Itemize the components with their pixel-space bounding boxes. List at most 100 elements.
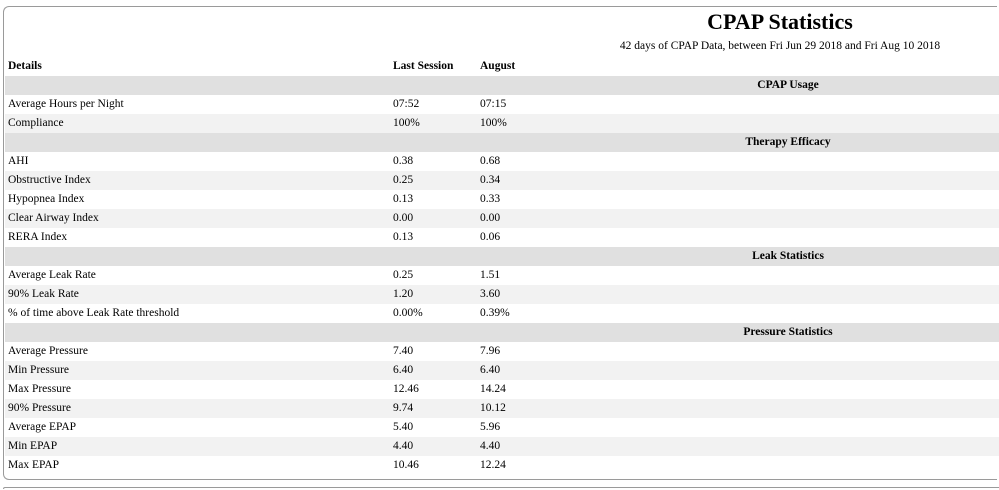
row-spacer (577, 190, 999, 209)
row-label: % of time above Leak Rate threshold (5, 304, 390, 323)
last-session-value: 9.74 (390, 399, 477, 418)
table-row: Min EPAP 4.40 4.40 (5, 437, 999, 456)
month-value: 4.40 (477, 437, 577, 456)
last-session-value: 5.40 (390, 418, 477, 437)
last-session-value: 1.20 (390, 285, 477, 304)
month-value: 10.12 (477, 399, 577, 418)
row-spacer (577, 209, 999, 228)
row-label: Hypopnea Index (5, 190, 390, 209)
month-value: 14.24 (477, 380, 577, 399)
table-row: Average Hours per Night 07:52 07:15 (5, 95, 999, 114)
row-label: Min Pressure (5, 361, 390, 380)
page-title: CPAP Statistics (707, 9, 853, 34)
month-value: 12.24 (477, 456, 577, 475)
table-row: Average Pressure 7.40 7.96 (5, 342, 999, 361)
row-label: Obstructive Index (5, 171, 390, 190)
last-session-value: 0.00 (390, 209, 477, 228)
section-header-row: Therapy Efficacy (5, 133, 999, 152)
section-title: Therapy Efficacy (577, 133, 999, 152)
section-title: CPAP Usage (577, 76, 999, 95)
table-row: RERA Index 0.13 0.06 (5, 228, 999, 247)
last-session-value: 7.40 (390, 342, 477, 361)
last-session-value: 0.00% (390, 304, 477, 323)
row-label: Average Leak Rate (5, 266, 390, 285)
table-row: AHI 0.38 0.68 (5, 152, 999, 171)
section-title: Leak Statistics (577, 247, 999, 266)
table-row: Clear Airway Index 0.00 0.00 (5, 209, 999, 228)
header-last-session: Last Session (393, 60, 454, 72)
section-header-row: Leak Statistics (5, 247, 999, 266)
last-session-value: 07:52 (390, 95, 477, 114)
row-spacer (577, 380, 999, 399)
table-row: Hypopnea Index 0.13 0.33 (5, 190, 999, 209)
last-session-value: 12.46 (390, 380, 477, 399)
row-spacer (577, 361, 999, 380)
month-value: 0.68 (477, 152, 577, 171)
section-header-row: Pressure Statistics (5, 323, 999, 342)
last-session-value: 100% (390, 114, 477, 133)
header-month: August (480, 60, 516, 72)
date-range-subtitle: 42 days of CPAP Data, between Fri Jun 29… (619, 40, 941, 52)
row-spacer (577, 285, 999, 304)
month-value: 0.33 (477, 190, 577, 209)
statistics-table: Details Last Session August CPAP Usage Av… (5, 57, 999, 475)
section-band (5, 247, 577, 266)
section-band (5, 133, 577, 152)
last-session-value: 6.40 (390, 361, 477, 380)
table-header-row: Details Last Session August (5, 57, 999, 76)
row-label: Average Pressure (5, 342, 390, 361)
section-band (5, 323, 577, 342)
row-label: AHI (5, 152, 390, 171)
table-row: Obstructive Index 0.25 0.34 (5, 171, 999, 190)
section-title: Pressure Statistics (577, 323, 999, 342)
last-session-value: 0.13 (390, 228, 477, 247)
row-label: Max Pressure (5, 380, 390, 399)
section-header-row: CPAP Usage (5, 76, 999, 95)
month-value: 5.96 (477, 418, 577, 437)
row-label: Average EPAP (5, 418, 390, 437)
month-value: 07:15 (477, 95, 577, 114)
table-row: Min Pressure 6.40 6.40 (5, 361, 999, 380)
row-label: 90% Leak Rate (5, 285, 390, 304)
month-value: 0.06 (477, 228, 577, 247)
divider (3, 487, 999, 489)
header-spacer (577, 57, 999, 76)
table-row: Max EPAP 10.46 12.24 (5, 456, 999, 475)
row-label: Clear Airway Index (5, 209, 390, 228)
month-value: 100% (477, 114, 577, 133)
row-label: Max EPAP (5, 456, 390, 475)
month-value: 3.60 (477, 285, 577, 304)
row-label: Compliance (5, 114, 390, 133)
row-spacer (577, 228, 999, 247)
table-body: CPAP Usage Average Hours per Night 07:52 07… (5, 76, 999, 475)
month-value: 7.96 (477, 342, 577, 361)
table-row: 90% Leak Rate 1.20 3.60 (5, 285, 999, 304)
table-row: % of time above Leak Rate threshold 0.00%… (5, 304, 999, 323)
row-spacer (577, 171, 999, 190)
month-value: 6.40 (477, 361, 577, 380)
table-row: Max Pressure 12.46 14.24 (5, 380, 999, 399)
row-spacer (577, 152, 999, 171)
row-label: RERA Index (5, 228, 390, 247)
last-session-value: 0.38 (390, 152, 477, 171)
header-details: Details (8, 60, 42, 72)
table-row: Average EPAP 5.40 5.96 (5, 418, 999, 437)
last-session-value: 0.25 (390, 171, 477, 190)
month-value: 1.51 (477, 266, 577, 285)
table-row: 90% Pressure 9.74 10.12 (5, 399, 999, 418)
section-band (5, 76, 577, 95)
row-spacer (577, 304, 999, 323)
table-row: Compliance 100% 100% (5, 114, 999, 133)
row-spacer (577, 456, 999, 475)
last-session-value: 0.13 (390, 190, 477, 209)
last-session-value: 4.40 (390, 437, 477, 456)
table-row: Average Leak Rate 0.25 1.51 (5, 266, 999, 285)
row-spacer (577, 114, 999, 133)
month-value: 0.00 (477, 209, 577, 228)
last-session-value: 0.25 (390, 266, 477, 285)
row-spacer (577, 95, 999, 114)
last-session-value: 10.46 (390, 456, 477, 475)
row-spacer (577, 418, 999, 437)
row-label: Average Hours per Night (5, 95, 390, 114)
row-spacer (577, 437, 999, 456)
